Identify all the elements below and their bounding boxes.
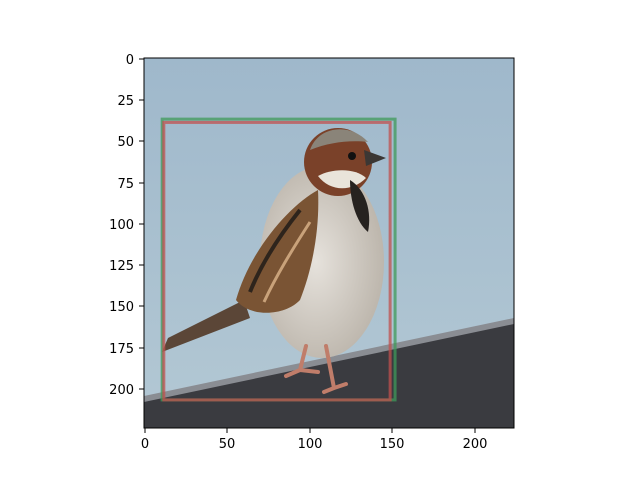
sparrow-wing (236, 190, 319, 313)
x-tick-label: 200 (463, 437, 488, 452)
sparrow-legs (284, 344, 348, 394)
sparrow-eye (348, 152, 356, 160)
sparrow-tail (162, 300, 250, 352)
y-tick-label: 25 (117, 94, 134, 109)
x-tick-label: 50 (219, 437, 236, 452)
predicted-box (162, 120, 392, 402)
photo (144, 58, 514, 428)
y-tick-label: 75 (117, 177, 134, 192)
x-tick-label: 0 (141, 437, 149, 452)
wing-stripe (262, 221, 312, 303)
wing-stripe (248, 208, 302, 293)
roof (144, 322, 514, 428)
y-tick-label: 0 (126, 53, 134, 68)
y-tick-label: 200 (109, 383, 134, 398)
x-tick-label: 150 (380, 437, 405, 452)
x-tick-label: 100 (298, 437, 323, 452)
sparrow-bib (350, 180, 370, 232)
sparrow-cap (310, 129, 368, 150)
y-tick-label: 50 (117, 135, 134, 150)
axes-frame (143, 57, 515, 429)
sparrow-beak (364, 150, 386, 166)
y-tick-label: 100 (109, 218, 134, 233)
x-axis: 0 50 100 150 200 (141, 428, 488, 452)
y-tick-label: 150 (109, 300, 134, 315)
y-tick-label: 125 (109, 259, 134, 274)
y-tick-label: 175 (109, 342, 134, 357)
y-axis: 0 25 50 75 100 125 150 175 200 (109, 53, 144, 398)
